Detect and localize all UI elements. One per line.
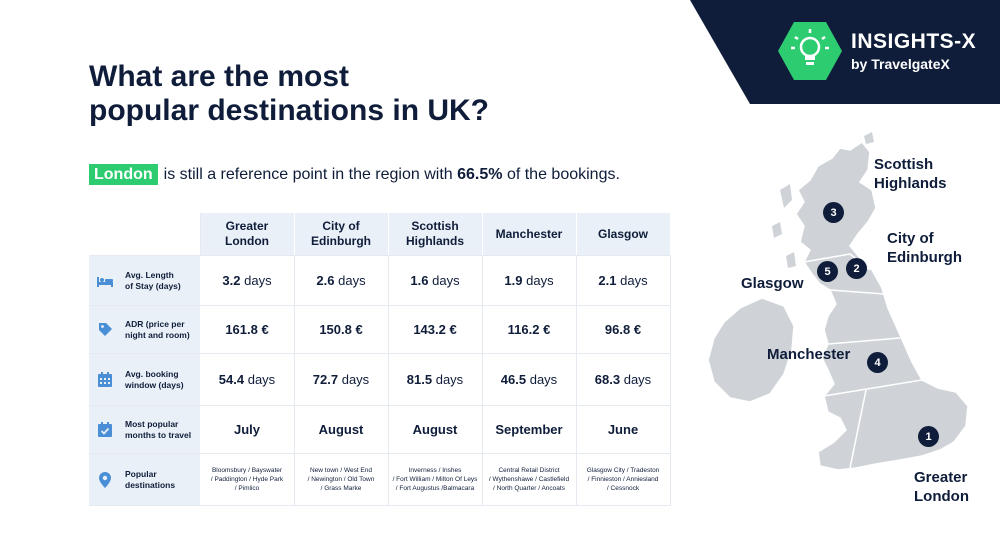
map-label-manchester: Manchester	[767, 346, 851, 363]
table-row-popular-destinations: Popular destinations Bloomsbury / Bayswat…	[89, 453, 671, 506]
map-pin-manchester: 4	[867, 352, 888, 373]
destinations-table: Greater London City of Edinburgh Scottish H…	[89, 213, 671, 506]
map-pin-scottish-highlands: 3	[823, 202, 844, 223]
table-row-avg-length-of-stay: Avg. Length of Stay (days) 3.2 days 2.6 d…	[89, 255, 671, 306]
table-cell: 1.9 days	[482, 255, 577, 306]
calendar-icon	[97, 372, 113, 388]
brand-logo: INSIGHTS-X by TravelgateX	[777, 20, 987, 82]
table-row-most-popular-months: Most popular months to travel July August…	[89, 405, 671, 454]
table-cell: Inverness / Inshes / Fort William / Milto…	[388, 453, 483, 506]
map-pin-city-of-edinburgh: 2	[846, 258, 867, 279]
calendar-check-icon	[97, 422, 113, 438]
brand-byline: by TravelgateX	[851, 56, 950, 72]
table-cell: 143.2 €	[388, 305, 483, 354]
map-pin-glasgow: 5	[817, 261, 838, 282]
subtitle-percent: 66.5%	[457, 166, 503, 183]
table-cell: 3.2 days	[200, 255, 295, 306]
table-cell: Glasgow City / Tradeston / Finnieston / A…	[576, 453, 671, 506]
table-row-adr: ADR (price per night and room) 161.8 € 15…	[89, 305, 671, 354]
subtitle: London is still a reference point in the …	[89, 164, 620, 185]
column-header-city-of-edinburgh: City of Edinburgh	[294, 213, 389, 256]
subtitle-highlight: London	[89, 164, 158, 185]
table-cell: July	[200, 405, 295, 454]
subtitle-text-after: of the bookings.	[502, 166, 620, 183]
brand-banner-background	[690, 0, 1000, 104]
map-pin-greater-london: 1	[918, 426, 939, 447]
row-label-popular-destinations: Popular destinations	[89, 453, 201, 506]
table-header-row: Greater London City of Edinburgh Scottish H…	[89, 213, 671, 256]
table-cell: September	[482, 405, 577, 454]
row-label-avg-booking-window: Avg. booking window (days)	[89, 353, 201, 406]
map-label-city-of-edinburgh: City of Edinburgh	[887, 230, 962, 266]
table-row-avg-booking-window: Avg. booking window (days) 54.4 days 72.7…	[89, 353, 671, 406]
lightbulb-hexagon-icon	[778, 22, 842, 80]
table-cell: 161.8 €	[200, 305, 295, 354]
location-pin-icon	[97, 471, 113, 488]
brand-name: INSIGHTS-X	[851, 30, 977, 53]
table-cell: August	[294, 405, 389, 454]
table-cell: 150.8 €	[294, 305, 389, 354]
table-cell: 81.5 days	[388, 353, 483, 406]
map-label-scottish-highlands: Scottish Highlands	[874, 156, 947, 192]
column-header-scottish-highlands: Scottish Highlands	[388, 213, 483, 256]
column-header-glasgow: Glasgow	[576, 213, 671, 256]
table-cell: 46.5 days	[482, 353, 577, 406]
page-title: What are the most popular destinations i…	[89, 60, 489, 128]
table-cell: 54.4 days	[200, 353, 295, 406]
table-cell: 72.7 days	[294, 353, 389, 406]
table-corner-cell	[89, 213, 201, 256]
table-cell: Central Retail District / Wythenshawe / C…	[482, 453, 577, 506]
table-cell: 116.2 €	[482, 305, 577, 354]
table-cell: Bloomsbury / Bayswater / Paddington / Hyd…	[200, 453, 295, 506]
table-cell: 2.1 days	[576, 255, 671, 306]
map-label-greater-london: Greater London	[914, 469, 969, 505]
table-cell: 96.8 €	[576, 305, 671, 354]
column-header-greater-london: Greater London	[200, 213, 295, 256]
uk-map	[707, 132, 969, 471]
subtitle-text-before: is still a reference point in the region…	[163, 166, 458, 183]
table-cell: June	[576, 405, 671, 454]
table-cell: 1.6 days	[388, 255, 483, 306]
table-cell: 68.3 days	[576, 353, 671, 406]
column-header-manchester: Manchester	[482, 213, 577, 256]
title-line-2: popular destinations in UK?	[89, 94, 490, 127]
title-line-1: What are the most	[89, 60, 350, 93]
table-cell: August	[388, 405, 483, 454]
row-label-avg-length-of-stay: Avg. Length of Stay (days)	[89, 255, 201, 306]
map-label-glasgow: Glasgow	[741, 275, 804, 292]
table-cell: 2.6 days	[294, 255, 389, 306]
price-tag-icon	[97, 322, 113, 338]
row-label-adr: ADR (price per night and room)	[89, 305, 201, 354]
table-cell: New town / West End / Newington / Old Tow…	[294, 453, 389, 506]
row-label-most-popular-months: Most popular months to travel	[89, 405, 201, 454]
bed-icon	[97, 273, 113, 289]
